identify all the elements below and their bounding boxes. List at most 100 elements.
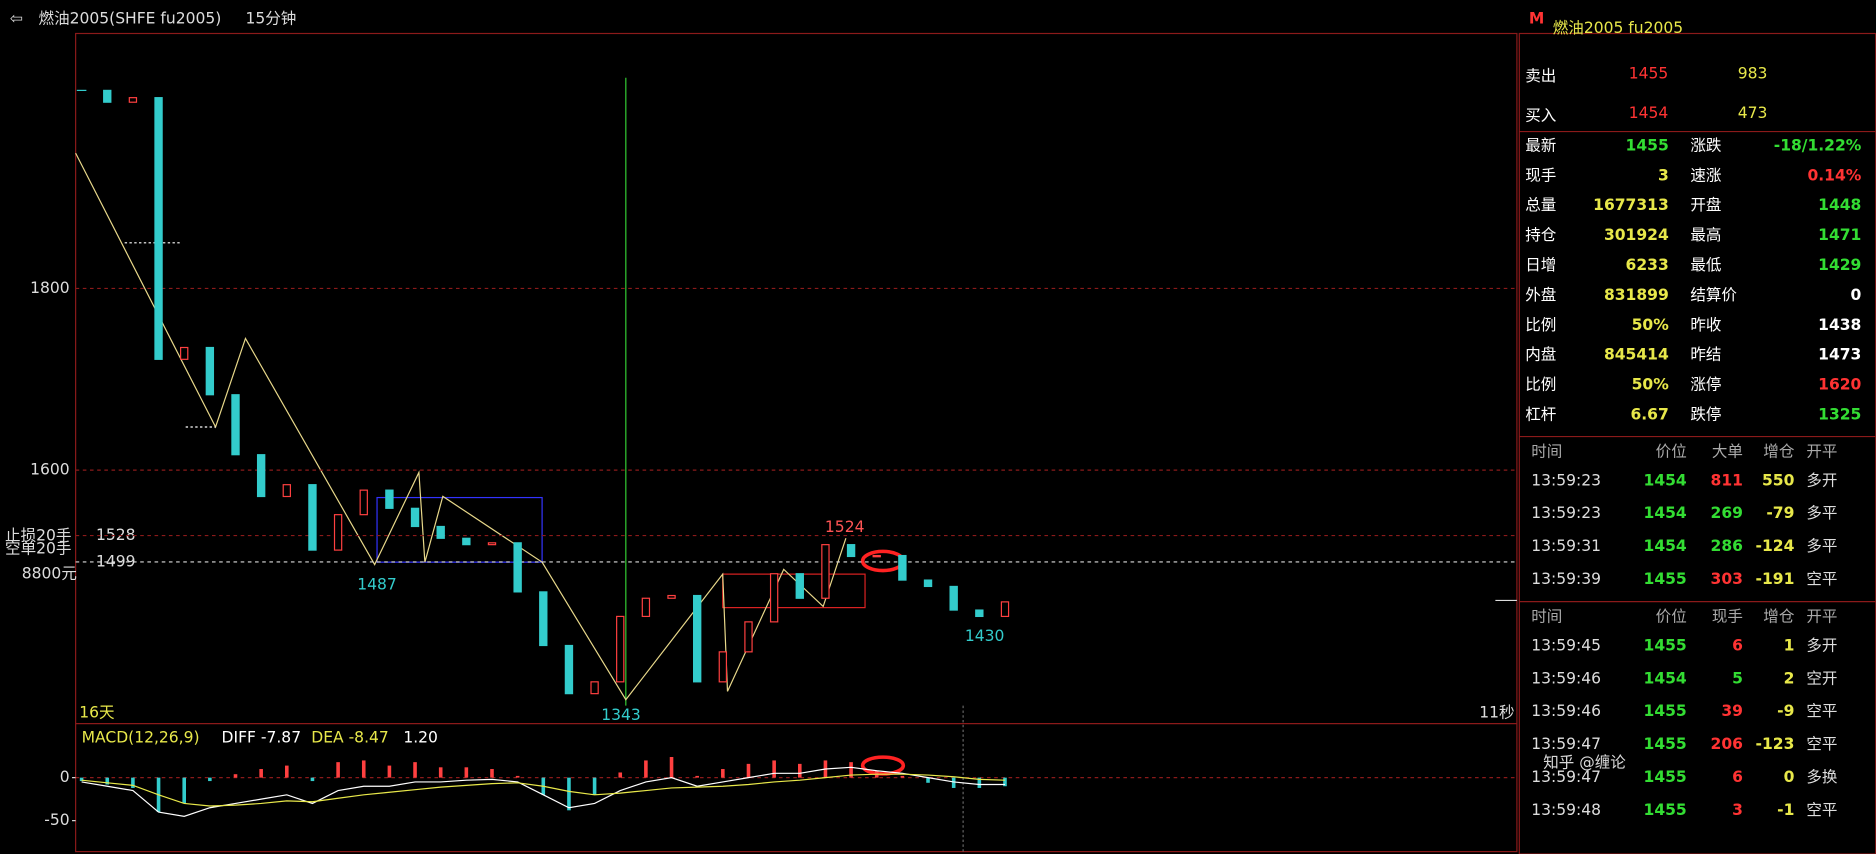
price-annotation: 1487: [357, 575, 397, 593]
candle: [282, 484, 291, 498]
quote-field: 1620: [1818, 376, 1861, 394]
candle: [154, 97, 163, 360]
candle: [487, 542, 497, 546]
candle: [359, 489, 368, 516]
table-header: 时间: [1531, 443, 1562, 461]
table-cell: 空平: [1806, 570, 1837, 588]
quote-field: 昨收: [1690, 316, 1721, 334]
candle: [846, 544, 856, 558]
candle: [872, 554, 881, 558]
quote-field: 50%: [1632, 376, 1670, 394]
chart-frame: [75, 32, 1518, 853]
table-cell: 空开: [1806, 669, 1837, 687]
table-cell: 多平: [1806, 504, 1837, 522]
quote-field: 1438: [1818, 316, 1861, 334]
candle: [898, 554, 907, 581]
book-price: 1455: [1629, 65, 1669, 83]
countdown: 11秒: [1479, 703, 1514, 721]
book-volume: 983: [1738, 65, 1768, 83]
candle: [308, 484, 317, 551]
table-cell: 1455: [1644, 636, 1687, 654]
quote-field: 比例: [1525, 316, 1556, 334]
table-cell: -123: [1756, 735, 1795, 753]
candle: [718, 651, 728, 683]
quote-symbol: 燃油2005 fu2005: [1553, 19, 1683, 37]
quote-field: 831899: [1604, 286, 1669, 304]
candle: [693, 594, 702, 683]
table-cell: 1454: [1644, 669, 1687, 687]
table-cell: 13:59:48: [1531, 801, 1601, 819]
candle: [180, 346, 189, 360]
table-cell: 多开: [1806, 471, 1837, 489]
bar-count: 16天: [79, 703, 114, 721]
period-select[interactable]: 15分钟: [245, 10, 296, 28]
table-cell: 多换: [1806, 768, 1838, 786]
candle: [205, 346, 215, 396]
candle: [103, 89, 112, 103]
table-cell: 6: [1732, 768, 1743, 786]
table-cell: 13:59:23: [1531, 471, 1601, 489]
table-header: 现手: [1712, 608, 1743, 626]
table-header: 开平: [1806, 443, 1837, 461]
candle: [462, 537, 471, 546]
table-cell: 811: [1711, 471, 1743, 489]
candle: [539, 591, 548, 647]
table-cell: -1: [1777, 801, 1794, 819]
candle: [128, 97, 138, 103]
table-cell: 13:59:46: [1531, 669, 1601, 687]
price-annotation: 1524: [825, 518, 865, 536]
quote-field: 1677313: [1593, 196, 1669, 214]
quote-field: 1455: [1626, 136, 1669, 154]
table-cell: 5: [1732, 669, 1743, 687]
table-header: 增仓: [1763, 443, 1795, 461]
table-cell: 13:59:31: [1531, 537, 1601, 555]
quote-field: 涨停: [1690, 376, 1721, 394]
candle: [975, 609, 984, 618]
candle: [513, 542, 522, 593]
candle: [949, 585, 958, 611]
quote-field: 301924: [1604, 226, 1669, 244]
candle: [1000, 601, 1010, 618]
table-cell: 1455: [1644, 570, 1687, 588]
table-cell: 多平: [1806, 537, 1837, 555]
table-cell: 3: [1732, 801, 1743, 819]
candle: [923, 579, 933, 588]
table-cell: -191: [1756, 570, 1795, 588]
quote-field: 开盘: [1690, 195, 1721, 214]
red-box: [722, 573, 866, 609]
candle: [744, 621, 753, 653]
table-cell: -9: [1777, 702, 1794, 720]
quote-field: 最低: [1690, 256, 1722, 274]
table-header: 增仓: [1763, 608, 1795, 626]
quote-panel: [1518, 32, 1876, 854]
table-cell: 1455: [1644, 768, 1687, 786]
market-flag: M: [1529, 10, 1544, 28]
table-cell: 550: [1762, 471, 1795, 489]
price-annotation: 1430: [965, 627, 1005, 645]
table-cell: 2: [1784, 669, 1795, 687]
candle: [410, 507, 420, 528]
quote-field: 速涨: [1690, 166, 1722, 184]
candle: [667, 594, 676, 599]
table-cell: 1454: [1644, 471, 1687, 489]
table-cell: 空平: [1806, 801, 1837, 819]
table-cell: 13:59:47: [1531, 768, 1601, 786]
quote-field: 1325: [1818, 406, 1861, 424]
candle: [795, 573, 804, 599]
y-tick-label: 0: [60, 768, 70, 786]
y-tick-label: 1800: [30, 279, 70, 297]
quote-field: 6.67: [1630, 406, 1668, 424]
book-price: 1454: [1629, 104, 1669, 122]
macd-label: MACD(12,26,9): [82, 728, 200, 746]
symbol-title: 燃油2005(SHFE fu2005): [39, 10, 222, 28]
level-label: 1499: [96, 552, 136, 570]
quote-field: 涨跌: [1690, 136, 1722, 154]
book-label: 买入: [1525, 107, 1556, 125]
candle: [385, 489, 394, 509]
quote-field: 总量: [1525, 196, 1556, 214]
back-icon[interactable]: ⇦: [10, 10, 23, 28]
quote-field: 3: [1658, 166, 1669, 184]
candle: [256, 454, 266, 498]
quote-field: 日增: [1525, 256, 1556, 274]
quote-field: 1448: [1818, 196, 1861, 214]
